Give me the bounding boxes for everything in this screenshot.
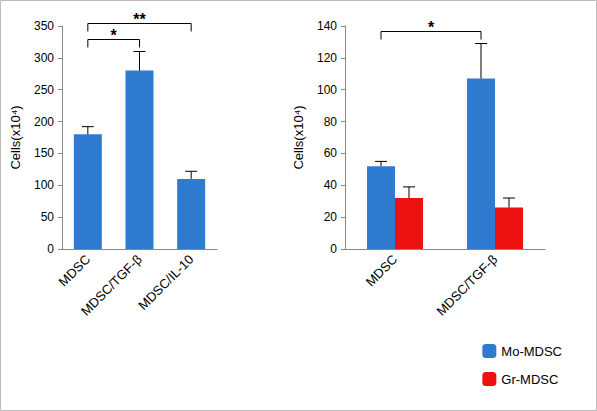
svg-text:100: 100	[34, 178, 54, 192]
svg-text:60: 60	[324, 146, 338, 160]
svg-text:250: 250	[34, 83, 54, 97]
svg-text:0: 0	[330, 242, 337, 256]
svg-text:200: 200	[34, 115, 54, 129]
svg-text:100: 100	[317, 83, 337, 97]
svg-text:Cells(x10⁴): Cells(x10⁴)	[291, 105, 306, 169]
svg-text:350: 350	[34, 19, 54, 33]
svg-text:*: *	[428, 19, 435, 36]
svg-text:**: **	[133, 11, 146, 28]
svg-text:Gr-MDSC: Gr-MDSC	[501, 372, 558, 387]
svg-text:MDSC/TGF-β: MDSC/TGF-β	[78, 252, 145, 319]
svg-text:Cells(x10⁴): Cells(x10⁴)	[8, 105, 23, 169]
svg-text:150: 150	[34, 146, 54, 160]
svg-text:300: 300	[34, 51, 54, 65]
svg-text:*: *	[111, 27, 118, 44]
svg-text:Mo-MDSC: Mo-MDSC	[501, 344, 562, 359]
svg-text:80: 80	[324, 115, 338, 129]
svg-text:20: 20	[324, 210, 338, 224]
svg-text:MDSC/TGF-β: MDSC/TGF-β	[433, 252, 500, 319]
svg-text:50: 50	[41, 210, 55, 224]
svg-text:MDSC/IL-10: MDSC/IL-10	[135, 252, 196, 313]
svg-text:40: 40	[324, 178, 338, 192]
svg-text:140: 140	[317, 19, 337, 33]
svg-text:MDSC: MDSC	[363, 252, 401, 290]
svg-text:MDSC: MDSC	[55, 252, 93, 290]
svg-text:0: 0	[47, 242, 54, 256]
svg-text:120: 120	[317, 51, 337, 65]
